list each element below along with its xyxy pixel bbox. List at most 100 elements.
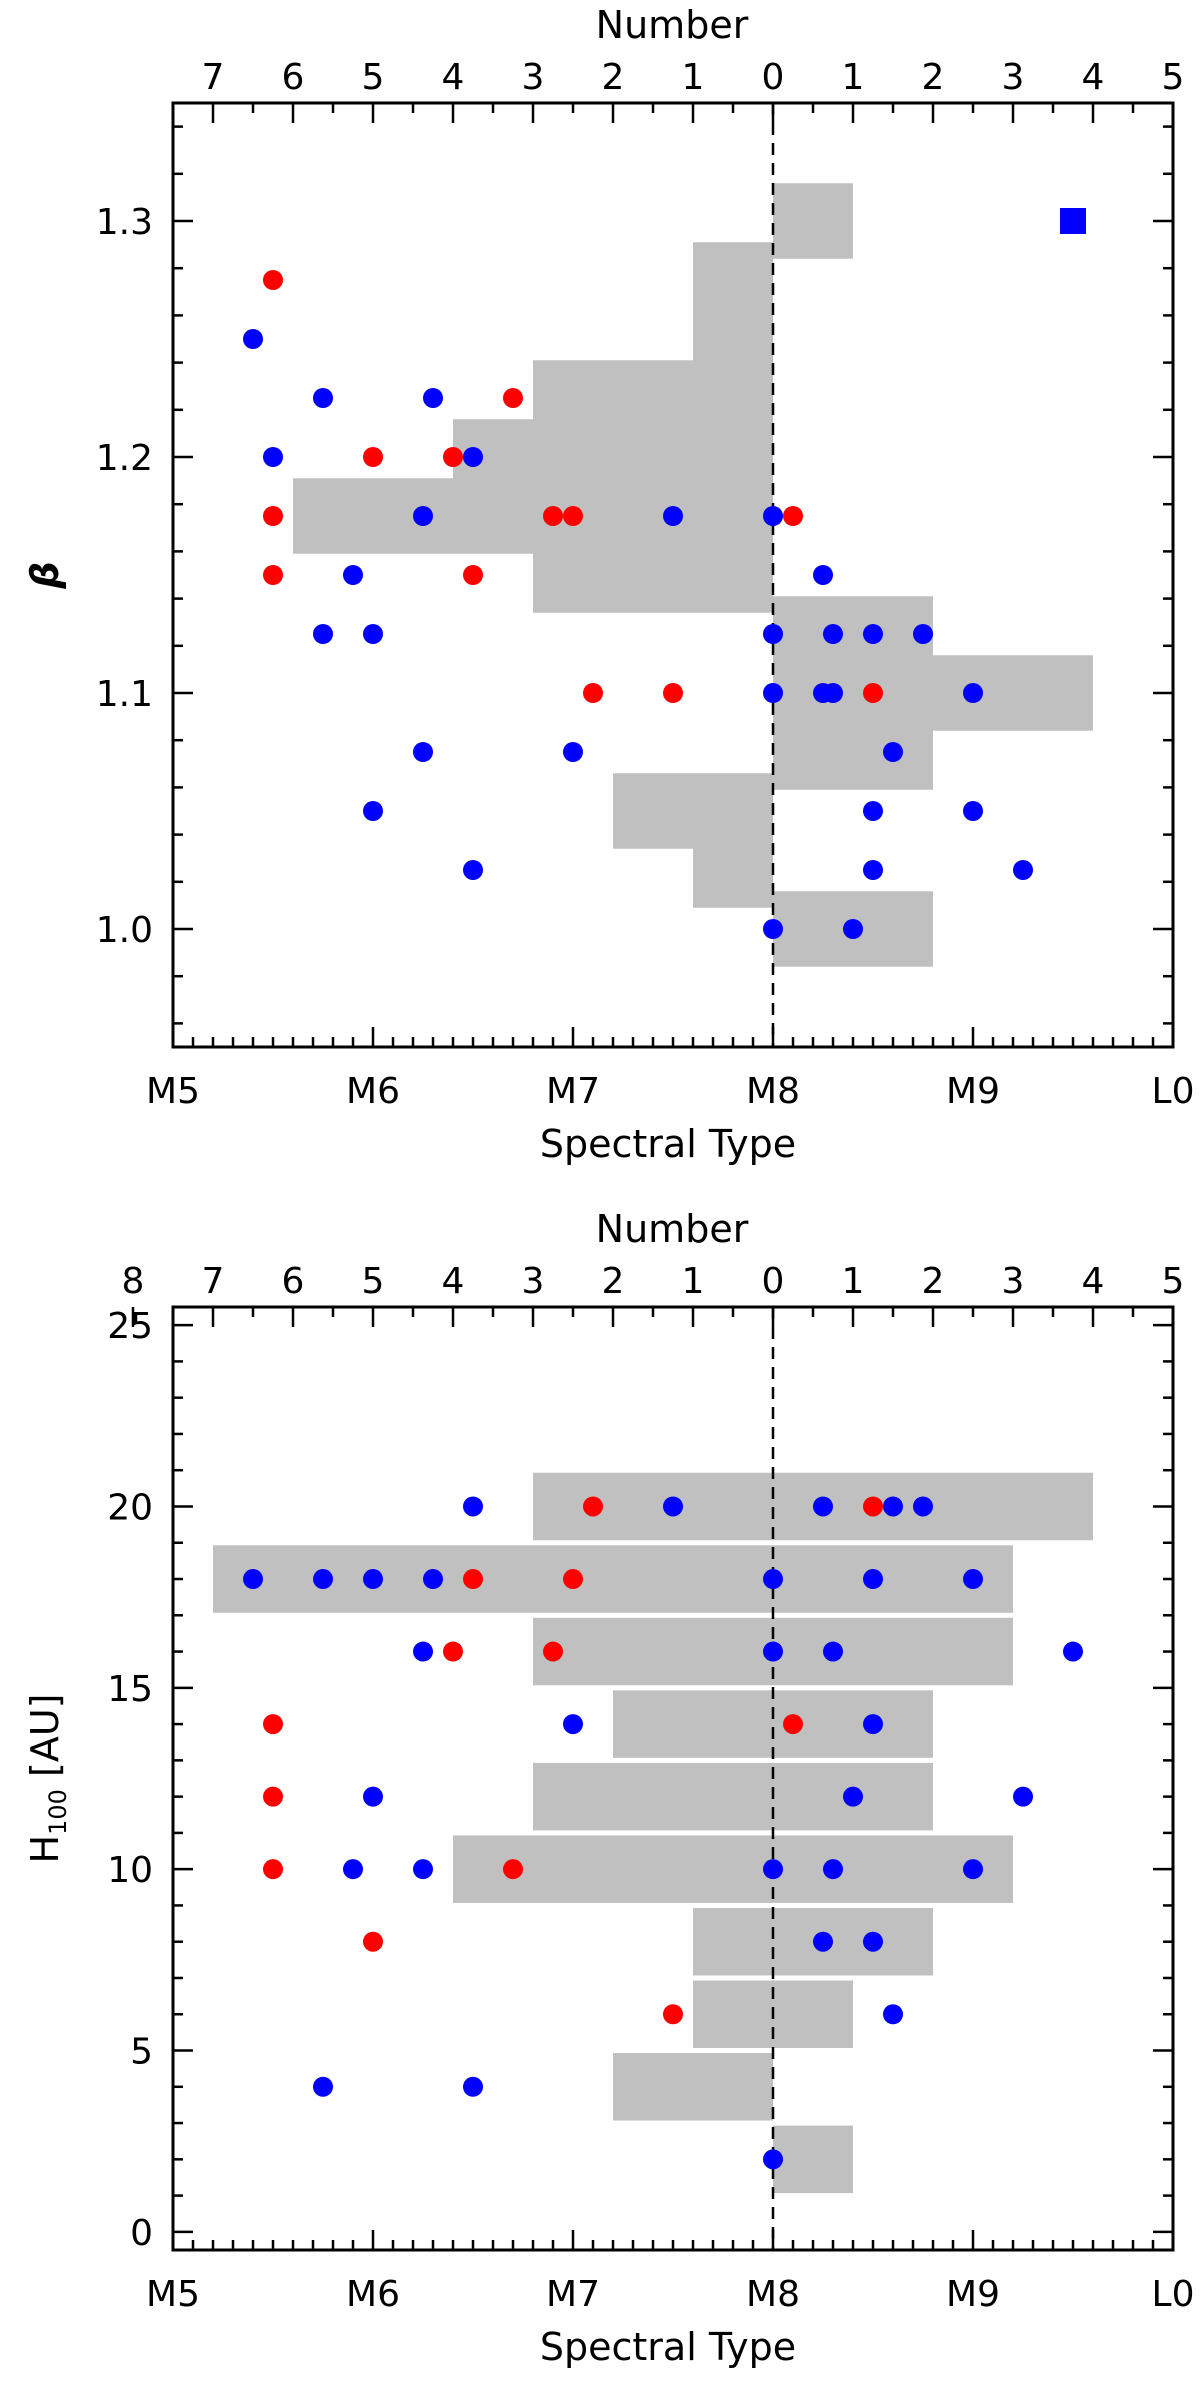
top-tick-label: 1 [682, 57, 705, 98]
histogram-bar [773, 183, 853, 259]
data-point [313, 2076, 333, 2097]
height-x-axis-label: Spectral Type [540, 2325, 796, 2369]
histogram-bar [773, 1617, 1013, 1686]
top-tick-label: 3 [522, 57, 545, 98]
y-tick-label: 1.1 [96, 674, 153, 715]
histogram-bar [693, 832, 773, 908]
top-tick-label: 5 [362, 57, 385, 98]
data-point [963, 683, 983, 703]
data-point [243, 1569, 263, 1590]
histogram-bar [533, 537, 773, 613]
data-point [883, 2004, 903, 2025]
data-point [463, 860, 483, 880]
data-point [883, 742, 903, 762]
x-tick-label: M8 [746, 1071, 800, 1112]
data-point [1013, 1786, 1033, 1807]
data-point [863, 683, 883, 703]
y-tick-label: 25 [107, 1306, 153, 1347]
data-point [823, 683, 843, 703]
data-point [863, 801, 883, 821]
top-tick-label: 3 [522, 1261, 545, 1302]
data-point [413, 742, 433, 762]
x-tick-label: L0 [1152, 1071, 1195, 1112]
height-top-axis-label: Number [596, 1207, 749, 1251]
data-point [763, 506, 783, 526]
beta-panel: M5 M6 M7 M8 M9 L0 7 6 5 4 3 2 1 0 1 2 3 4 5 1.0 1.1 1.2 1.3 Sp… [23, 3, 1194, 1166]
data-point [423, 1569, 443, 1590]
data-point [363, 1931, 383, 1952]
data-point [883, 1496, 903, 1517]
beta-axis-ticks [171, 103, 1175, 1047]
histogram-bar [773, 2125, 853, 2194]
data-point [263, 1859, 283, 1880]
data-point [263, 447, 283, 467]
data-point [363, 447, 383, 467]
data-point [663, 683, 683, 703]
beta-x-axis-label: Spectral Type [540, 1122, 796, 1166]
histogram-bar [773, 714, 933, 790]
height-y-label-rest: [AU] [23, 1694, 67, 1790]
top-tick-label: 1 [682, 1261, 705, 1302]
data-point [263, 506, 283, 526]
beta-top-axis-label: Number [596, 3, 749, 47]
data-point [663, 1496, 683, 1517]
top-tick-label: 5 [362, 1261, 385, 1302]
x-tick-label: M9 [946, 1071, 1000, 1112]
data-point [663, 506, 683, 526]
data-point [863, 1569, 883, 1590]
data-point [763, 1641, 783, 1662]
data-point [583, 1496, 603, 1517]
data-point [813, 1496, 833, 1517]
data-point [563, 1569, 583, 1590]
top-tick-label: 5 [1162, 1261, 1185, 1302]
beta-legend-marker [1060, 208, 1086, 234]
histogram-bar [693, 1907, 773, 1976]
data-point [863, 624, 883, 644]
data-point [503, 388, 523, 408]
top-tick-label: 3 [1002, 1261, 1025, 1302]
data-point [763, 624, 783, 644]
height-axis-ticks [131, 1307, 1175, 2250]
data-point [783, 1714, 803, 1735]
top-tick-label: 0 [762, 57, 785, 98]
height-points [243, 1496, 1083, 2170]
data-point [413, 506, 433, 526]
data-point [563, 1714, 583, 1735]
data-point [313, 388, 333, 408]
data-point [843, 1786, 863, 1807]
x-tick-label: M7 [546, 1071, 600, 1112]
histogram-bar [613, 2053, 773, 2121]
x-tick-label: M6 [346, 2274, 400, 2315]
top-tick-label: 7 [202, 57, 225, 98]
histogram-bar [453, 1835, 773, 1903]
top-tick-label: 2 [602, 1261, 625, 1302]
data-point [463, 565, 483, 585]
data-point [863, 1714, 883, 1735]
y-tick-label: 5 [130, 2032, 153, 2073]
data-point [1063, 1641, 1083, 1662]
data-point [783, 506, 803, 526]
beta-tick-labels: M5 M6 M7 M8 M9 L0 7 6 5 4 3 2 1 0 1 2 3 4 5 1.0 1.1 1.2 1.3 [96, 57, 1195, 1112]
data-point [1013, 860, 1033, 880]
x-tick-label: M6 [346, 1071, 400, 1112]
data-point [263, 565, 283, 585]
x-tick-label: L0 [1152, 2274, 1195, 2315]
data-point [823, 1641, 843, 1662]
top-tick-label: 2 [922, 57, 945, 98]
top-tick-label: 6 [282, 1261, 305, 1302]
data-point [583, 683, 603, 703]
data-point [463, 2076, 483, 2097]
beta-y-axis-label: β [23, 561, 67, 589]
data-point [823, 624, 843, 644]
data-point [263, 1786, 283, 1807]
x-tick-label: M8 [746, 2274, 800, 2315]
y-tick-label: 1.2 [96, 438, 153, 479]
height-histogram [213, 1472, 1093, 2194]
x-tick-label: M9 [946, 2274, 1000, 2315]
y-tick-label: 20 [107, 1487, 153, 1528]
data-point [313, 1569, 333, 1590]
height-y-label-main: H [23, 1835, 67, 1864]
beta-histogram [293, 183, 1093, 967]
y-tick-label: 1.3 [96, 202, 153, 243]
